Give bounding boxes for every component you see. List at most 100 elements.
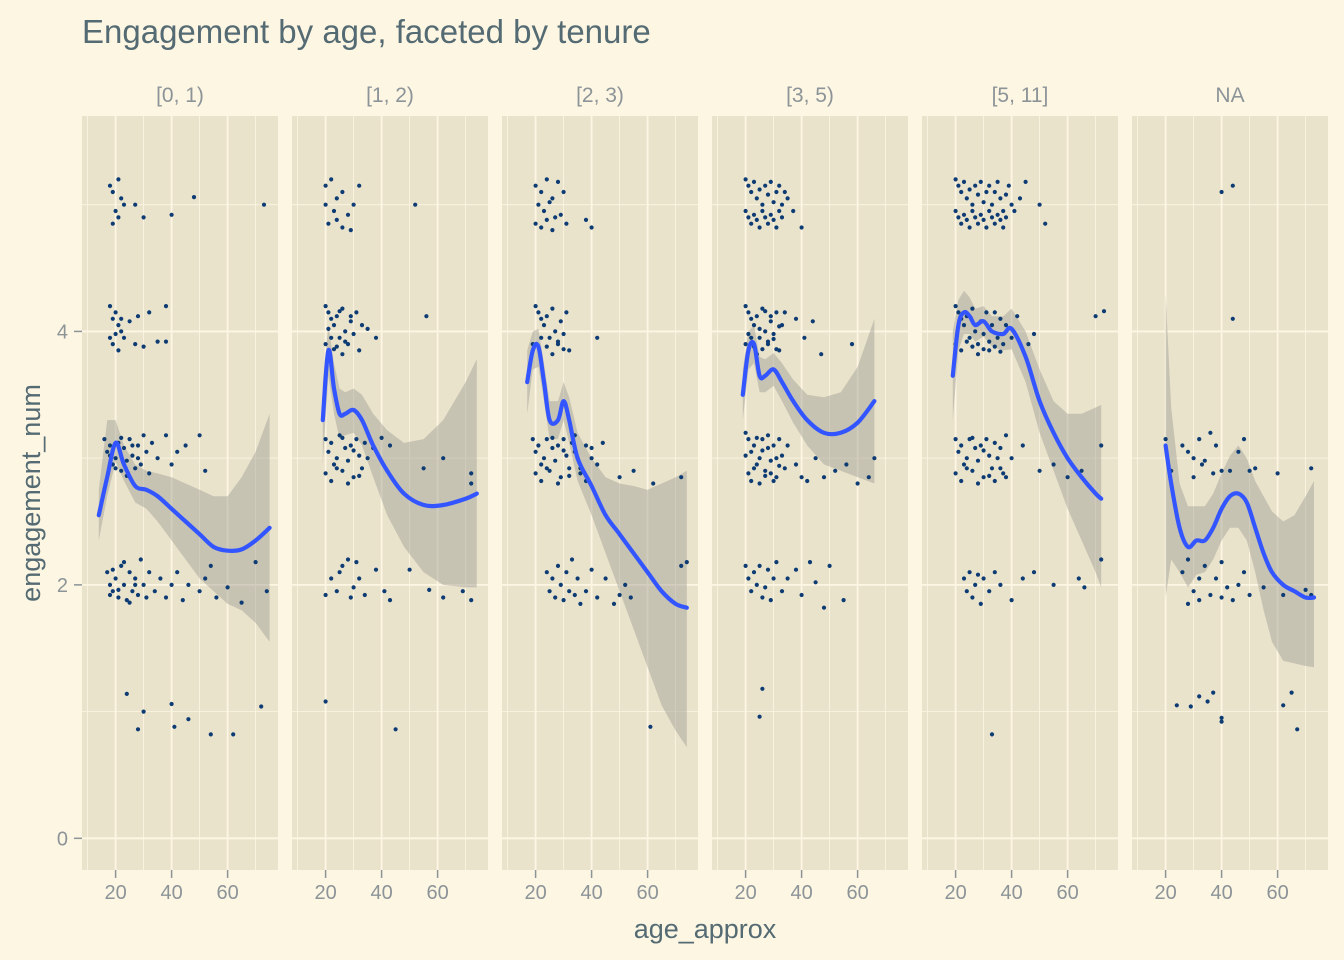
data-point <box>995 335 1000 340</box>
data-point <box>992 221 997 226</box>
data-point <box>326 221 331 226</box>
data-point <box>989 215 995 220</box>
data-point <box>964 339 969 344</box>
data-point <box>334 589 339 594</box>
data-point <box>135 443 141 448</box>
data-point <box>760 306 765 311</box>
data-point <box>334 314 339 319</box>
data-point <box>533 304 538 309</box>
panel-background <box>1132 116 1328 870</box>
data-point <box>961 323 967 328</box>
data-point <box>138 462 143 467</box>
data-point <box>623 582 628 588</box>
data-point <box>133 202 138 207</box>
data-point <box>135 456 141 461</box>
data-point <box>340 563 345 569</box>
data-point <box>760 208 765 214</box>
data-point <box>144 449 149 454</box>
data-point <box>124 458 129 463</box>
data-point <box>992 570 997 575</box>
data-point <box>261 202 267 207</box>
data-point <box>323 592 328 598</box>
data-point <box>1241 437 1247 442</box>
data-point <box>553 329 558 334</box>
data-point <box>785 196 790 201</box>
data-point <box>107 183 113 188</box>
confidence-ribbon <box>742 318 875 484</box>
data-point <box>354 310 359 315</box>
data-point <box>110 589 115 594</box>
data-point <box>539 478 544 484</box>
smooth-line <box>320 348 479 509</box>
data-point <box>1082 585 1087 590</box>
data-point <box>1020 576 1025 581</box>
data-point <box>113 576 118 581</box>
data-point <box>323 304 328 309</box>
data-point <box>757 225 762 230</box>
data-point <box>340 468 345 473</box>
data-point <box>555 481 561 486</box>
data-point <box>799 592 804 598</box>
data-point <box>1303 587 1308 593</box>
data-point <box>107 335 113 340</box>
data-point <box>970 306 975 311</box>
data-point <box>961 576 967 581</box>
x-tick-label: 20 <box>1154 882 1176 904</box>
data-point <box>763 215 768 220</box>
data-point <box>121 560 127 565</box>
data-point <box>1191 475 1196 480</box>
data-point <box>989 323 995 328</box>
data-point <box>777 463 782 468</box>
data-point <box>987 208 992 214</box>
data-point <box>973 329 978 334</box>
data-point <box>743 304 748 309</box>
data-point <box>544 217 549 222</box>
data-point <box>113 208 118 214</box>
y-tick-label: 2 <box>57 575 68 597</box>
data-point <box>1003 433 1009 438</box>
data-point <box>771 443 776 448</box>
data-point <box>821 475 827 480</box>
smooth-line <box>740 339 877 437</box>
data-point <box>116 323 121 328</box>
data-point <box>1295 727 1300 732</box>
data-point <box>1009 335 1014 340</box>
data-point <box>751 212 757 217</box>
data-point <box>1185 557 1191 562</box>
data-point <box>133 576 138 581</box>
data-point <box>600 440 605 445</box>
data-point <box>617 475 622 480</box>
data-point <box>975 572 981 577</box>
x-tick-label: 60 <box>426 882 448 904</box>
data-point <box>539 189 544 195</box>
data-point <box>751 443 757 448</box>
data-point <box>387 443 393 448</box>
data-point <box>544 437 549 442</box>
data-point <box>1015 314 1020 319</box>
data-point <box>547 589 552 594</box>
data-point <box>239 600 244 605</box>
facet-strip-label: [3, 5) <box>786 84 834 107</box>
data-point <box>357 453 362 458</box>
data-point <box>113 456 118 461</box>
data-point <box>984 189 989 195</box>
facet-panel: NA 20 40 60 <box>1132 84 1328 904</box>
data-point <box>107 592 113 598</box>
data-point <box>973 215 978 220</box>
data-point <box>329 177 334 182</box>
data-point <box>337 433 342 438</box>
data-point <box>754 196 759 201</box>
data-point <box>978 443 983 448</box>
data-point <box>1037 202 1042 207</box>
data-point <box>550 228 555 233</box>
data-point <box>1031 331 1037 337</box>
data-point <box>791 208 796 214</box>
data-point <box>978 212 983 217</box>
data-point <box>119 468 124 473</box>
data-point <box>777 324 782 329</box>
data-point <box>323 183 328 188</box>
data-point <box>124 598 129 603</box>
data-point <box>127 600 132 605</box>
data-point <box>413 202 418 207</box>
data-point <box>1009 202 1014 207</box>
